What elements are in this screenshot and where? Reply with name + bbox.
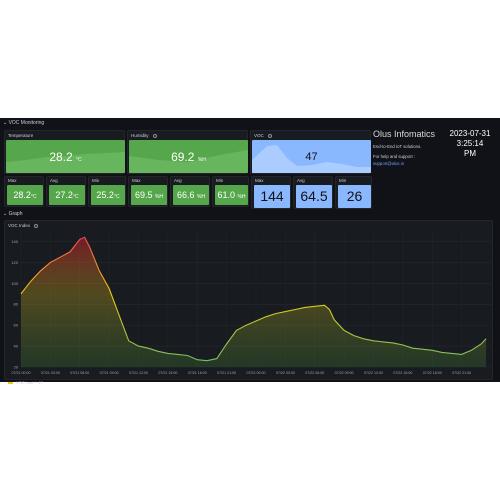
company-tagline: End-to-End IoT solutions. (373, 144, 422, 149)
stat-label: Max (8, 178, 17, 183)
x-tick-label: 07/21 00:00 (12, 371, 31, 375)
stat-value: 27.2°C (55, 190, 79, 200)
voc-series-line (20, 236, 487, 362)
x-tick-label: 07/21 09:00 (100, 371, 119, 375)
x-tick-label: 07/21 12:00 (129, 371, 148, 375)
x-tick-label: 07/21 18:00 (188, 371, 207, 375)
chart-legend[interactable]: VOC Last *: 47 (8, 380, 43, 385)
hum-min-panel: Min 61.0 %H (212, 176, 249, 207)
stat-value: 144 (260, 188, 284, 204)
voc-avg-stat: 64.5 (296, 185, 332, 208)
panel-title: VOC (254, 133, 272, 138)
hum-avg-panel: Avg 66.6 %H (170, 176, 210, 207)
support-email-link[interactable]: support@olus.in (373, 161, 405, 166)
voc-panel: VOC 47 (250, 130, 371, 174)
clock-ampm: PM (464, 149, 476, 158)
temperature-value: 28.2 °C (49, 150, 82, 164)
voc-min-panel: Min 26 (335, 176, 372, 209)
row-voc-monitoring[interactable]: ⌄ VOC Monitoring (3, 120, 45, 126)
temperature-panel: Temperature 28.2 °C (4, 130, 125, 174)
voc-sparkline (252, 145, 371, 173)
panel-title: VOC Index (8, 223, 39, 228)
stat-label: Avg (297, 178, 305, 183)
stat-value: 61.0 %H (217, 190, 246, 200)
stat-label: Max (255, 178, 264, 183)
clock-time: 3:25:14 (456, 139, 484, 148)
humidity-value: 69.2 %H (171, 150, 206, 164)
x-tick-label: 07/22 00:00 (247, 371, 266, 375)
clock-date: 2023-07-31 (449, 129, 491, 138)
temp-min-stat: 25.2°C (91, 185, 125, 205)
y-tick-label: 60 (14, 323, 19, 328)
y-tick-label: 80 (14, 302, 19, 307)
stat-value: 66.6 %H (176, 190, 206, 200)
hum-avg-stat: 66.6 %H (173, 185, 209, 205)
temp-avg-panel: Avg 27.2°C (46, 176, 86, 207)
legend-swatch (8, 382, 13, 384)
info-icon[interactable] (152, 133, 157, 138)
legend-label: VOC Last *: 47 (16, 380, 43, 385)
y-tick-label: 120 (11, 260, 18, 265)
company-name: Olus Infomatics (373, 129, 436, 139)
voc-avg-panel: Avg 64.5 (293, 176, 333, 209)
x-tick-label: 07/22 12:00 (364, 371, 383, 375)
info-icon[interactable] (34, 223, 39, 228)
stat-value: 28.2°C (13, 190, 37, 200)
temp-max-stat: 28.2°C (7, 185, 43, 205)
temp-min-panel: Min 25.2°C (88, 176, 126, 207)
row-graph[interactable]: ⌄ Graph (3, 211, 23, 217)
temperature-sparkline (6, 152, 125, 173)
x-tick-label: 07/21 15:00 (158, 371, 177, 375)
stat-label: Min (216, 178, 224, 183)
humidity-panel: Humidity 69.2 %H (127, 130, 248, 174)
stat-label: Max (132, 178, 141, 183)
voc-max-panel: Max 144 (251, 176, 291, 209)
support-label: For help and support : (373, 154, 416, 159)
humidity-stat: 69.2 %H (129, 140, 248, 173)
y-tick-label: 20 (14, 365, 19, 370)
y-tick-label: 100 (11, 281, 18, 286)
voc-min-stat: 26 (338, 185, 371, 208)
dashboard: ⌄ VOC Monitoring Temperature 28.2 °C Hum… (0, 118, 500, 385)
x-tick-label: 07/21 21:00 (217, 371, 236, 375)
voc-value: 47 (305, 151, 318, 163)
stat-value: 64.5 (300, 188, 328, 204)
x-tick-label: 07/21 06:00 (70, 371, 89, 375)
y-tick-label: 140 (11, 239, 18, 244)
x-tick-label: 07/22 09:00 (335, 371, 354, 375)
stat-label: Min (339, 178, 347, 183)
humidity-sparkline (129, 150, 248, 173)
temperature-stat: 28.2 °C (6, 140, 125, 173)
stat-value: 25.2°C (96, 190, 120, 200)
x-tick-label: 07/22 03:00 (276, 371, 295, 375)
panel-title: Humidity (131, 133, 157, 138)
x-tick-label: 07/22 21:00 (452, 371, 471, 375)
company-info-panel: Olus Infomatics End-to-End IoT solutions… (373, 129, 443, 192)
x-tick-label: 07/21 03:00 (41, 371, 60, 375)
stat-value: 69.5 %H (134, 190, 164, 200)
temp-avg-stat: 27.2°C (49, 185, 85, 205)
info-icon[interactable] (267, 133, 272, 138)
hum-max-stat: 69.5 %H (131, 185, 167, 205)
x-tick-label: 07/22 15:00 (393, 371, 412, 375)
stat-label: Avg (50, 178, 58, 183)
voc-index-panel: VOC Index 20 40 60 80 100 120 140 07/21 00:00 07… (4, 220, 493, 380)
hum-max-panel: Max 69.5 %H (128, 176, 168, 207)
x-tick-label: 07/22 18:00 (423, 371, 442, 375)
hum-min-stat: 61.0 %H (215, 185, 248, 205)
voc-max-stat: 144 (254, 185, 290, 208)
panel-title: Temperature (8, 133, 34, 138)
stat-value: 26 (346, 188, 363, 204)
temp-max-panel: Max 28.2°C (4, 176, 44, 207)
stat-label: Min (92, 178, 100, 183)
stat-label: Avg (174, 178, 182, 183)
voc-stat: 47 (252, 140, 371, 173)
x-tick-label: 07/22 06:00 (305, 371, 324, 375)
y-tick-label: 40 (14, 344, 19, 349)
clock-panel: 2023-07-31 3:25:14 PM (448, 129, 492, 159)
voc-index-chart: 20 40 60 80 100 120 140 07/21 00:00 07/21 03:00 0… (11, 231, 491, 375)
voc-series-area (21, 237, 487, 367)
